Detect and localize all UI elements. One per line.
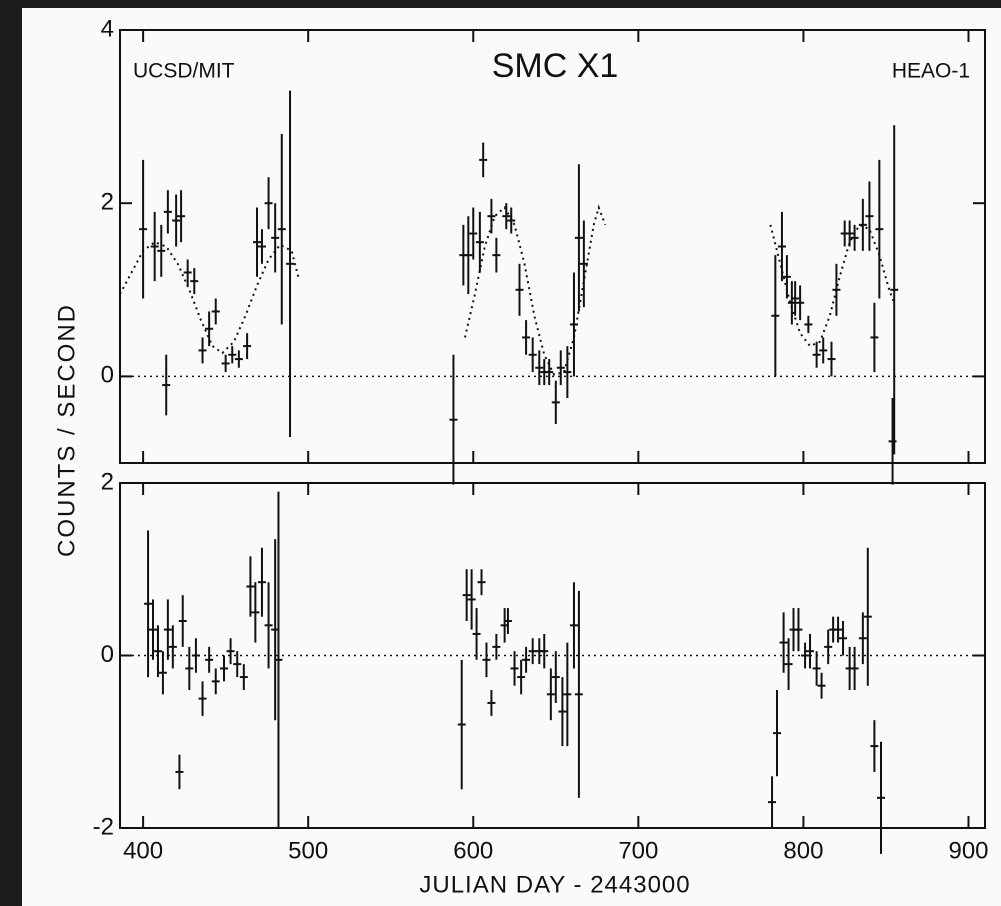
x-tick-label: 800 <box>783 837 823 864</box>
y-axis-label: COUNTS / SECOND <box>53 303 80 557</box>
annotation: HEAO-1 <box>892 60 970 83</box>
x-tick-label: 400 <box>123 837 163 864</box>
y-tick-label: 2 <box>101 468 114 495</box>
y-tick-label: -2 <box>93 813 114 840</box>
plot-frame <box>119 29 986 464</box>
x-tick-label: 500 <box>288 837 328 864</box>
chart-title: SMC X1 <box>492 47 619 85</box>
y-tick-label: 2 <box>101 189 114 216</box>
annotation: UCSD/MIT <box>133 60 235 83</box>
y-tick-label: 0 <box>101 362 114 389</box>
paper <box>22 8 1001 906</box>
x-axis-label: JULIAN DAY - 2443000 <box>419 871 690 898</box>
x-tick-label: 600 <box>453 837 493 864</box>
y-tick-label: 0 <box>101 641 114 668</box>
model-curve <box>119 204 896 376</box>
x-tick-label: 700 <box>618 837 658 864</box>
x-tick-label: 900 <box>948 837 988 864</box>
y-tick-label: 4 <box>101 15 114 42</box>
